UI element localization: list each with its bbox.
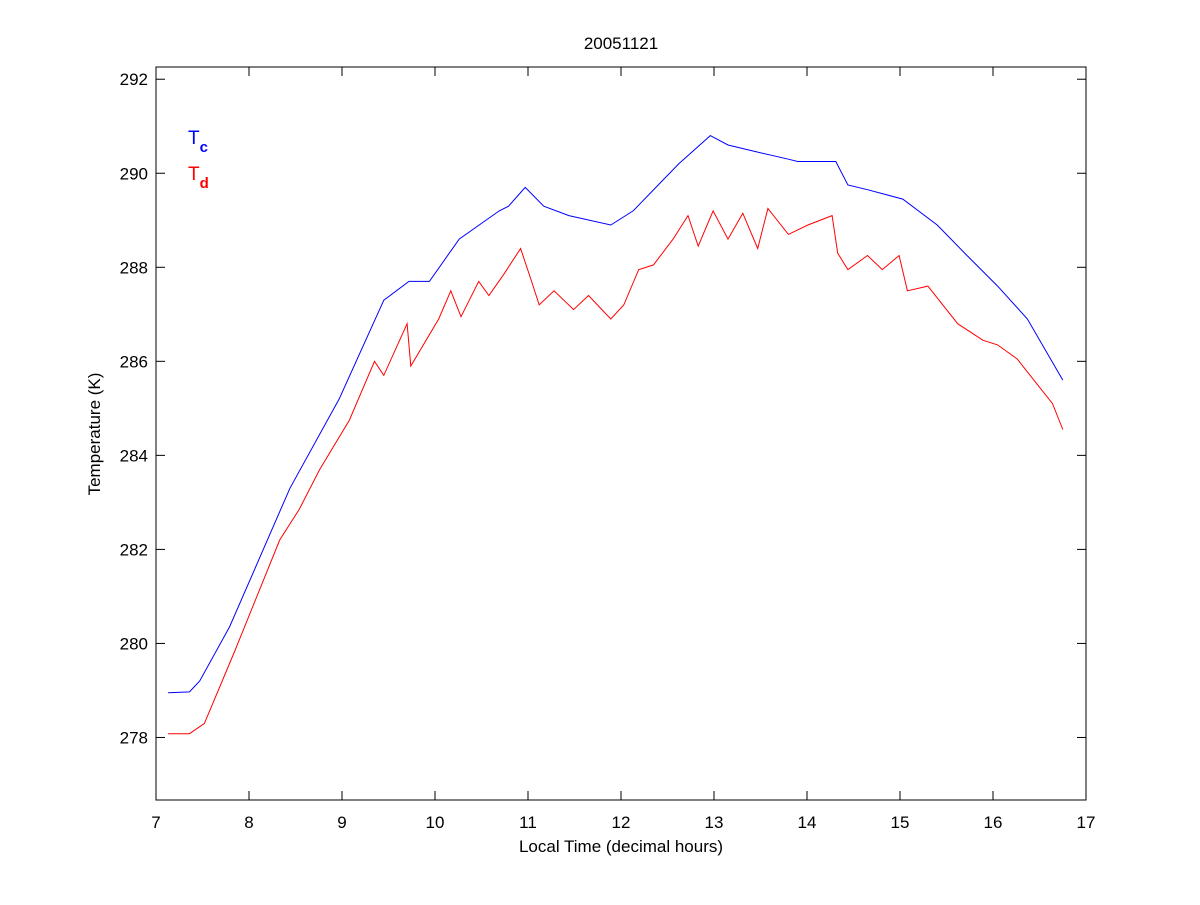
y-tick-label: 292 (120, 70, 148, 89)
y-tick-label: 290 (120, 164, 148, 183)
chart-title: 20051121 (584, 34, 658, 53)
x-tick-label: 13 (705, 813, 724, 832)
y-tick-label: 284 (120, 446, 148, 465)
x-tick-label: 8 (244, 813, 253, 832)
y-tick-label: 286 (120, 352, 148, 371)
x-tick-label: 9 (337, 813, 346, 832)
x-tick-label: 7 (151, 813, 160, 832)
y-tick-label: 280 (120, 634, 148, 653)
x-tick-label: 12 (612, 813, 631, 832)
y-tick-label: 278 (120, 728, 148, 747)
x-tick-label: 17 (1077, 813, 1096, 832)
series-line-td (168, 207, 1064, 735)
x-tick-label: 14 (798, 813, 817, 832)
x-tick-label: 15 (891, 813, 910, 832)
tick-layer: 7 8 9 10 11 12 13 14 15 16 17 278 280 282 284 286 288 290… (120, 67, 1096, 832)
x-tick-label: 10 (426, 813, 445, 832)
x-tick-label: 11 (519, 813, 537, 832)
legend-entry-td: Td (188, 164, 209, 192)
legend: Tc Td (188, 128, 209, 192)
y-tick-label: 282 (120, 540, 148, 559)
y-axis-label: Temperature (K) (85, 373, 104, 496)
series-line-tc (168, 134, 1064, 694)
x-tick-label: 16 (984, 813, 1003, 832)
legend-entry-tc: Tc (188, 128, 208, 156)
series-layer (168, 134, 1064, 735)
x-axis-label: Local Time (decimal hours) (519, 837, 723, 856)
y-tick-label: 288 (120, 258, 148, 277)
